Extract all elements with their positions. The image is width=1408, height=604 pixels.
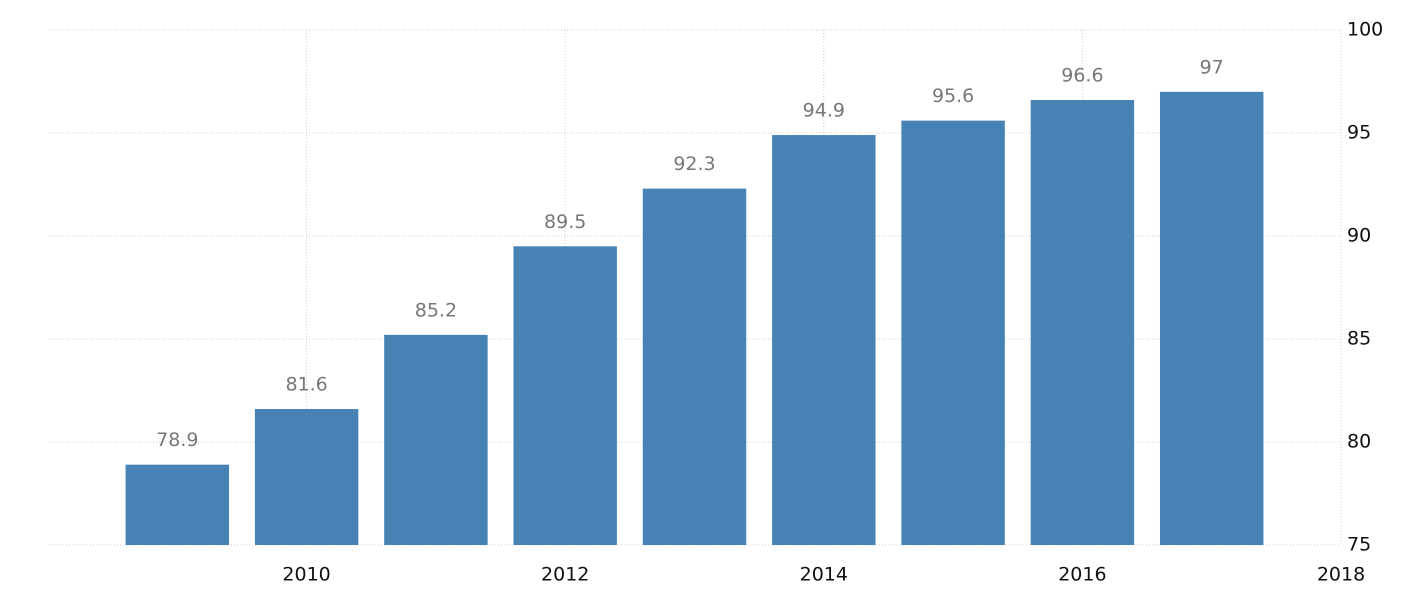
- x-tick-label: 2014: [800, 564, 848, 586]
- value-label: 95.6: [932, 85, 974, 107]
- y-tick-label: 95: [1347, 122, 1371, 144]
- x-tick-label: 2010: [282, 564, 330, 586]
- bar: [642, 188, 747, 545]
- value-label: 97: [1200, 56, 1224, 78]
- y-tick-label: 85: [1347, 328, 1371, 350]
- y-tick-label: 90: [1347, 225, 1371, 247]
- value-label: 94.9: [803, 100, 845, 122]
- y-tick-label: 80: [1347, 431, 1371, 453]
- bar: [901, 120, 1005, 545]
- y-tick-label: 100: [1347, 19, 1383, 41]
- bar: [125, 464, 230, 545]
- bar: [513, 246, 617, 546]
- bar: [254, 409, 359, 545]
- value-label: 96.6: [1061, 65, 1103, 87]
- value-label: 89.5: [544, 211, 586, 233]
- bar: [384, 334, 488, 545]
- x-tick-label: 2018: [1317, 564, 1365, 586]
- x-tick-label: 2012: [541, 564, 589, 586]
- x-tick-label: 2016: [1058, 564, 1106, 586]
- bar: [772, 135, 876, 545]
- bar: [1159, 91, 1264, 546]
- value-label: 85.2: [415, 299, 457, 321]
- bar: [1030, 100, 1135, 545]
- value-label: 81.6: [285, 374, 327, 396]
- value-label: 78.9: [156, 429, 198, 451]
- y-tick-label: 75: [1347, 534, 1371, 556]
- value-label: 92.3: [673, 153, 715, 175]
